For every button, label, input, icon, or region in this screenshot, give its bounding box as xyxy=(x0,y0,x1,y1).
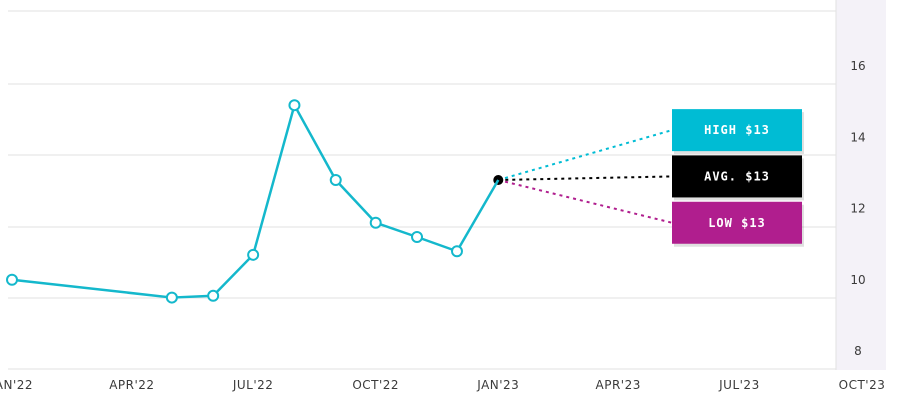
forecast-label-text-avg: AVG. $13 xyxy=(704,169,770,183)
gridlines xyxy=(8,0,837,370)
data-point xyxy=(207,289,220,302)
data-point xyxy=(411,231,424,243)
forecast-label-low xyxy=(672,201,802,244)
y-tick-label: 16 xyxy=(850,59,865,73)
forecast-line-low xyxy=(498,179,673,224)
forecast-line-high xyxy=(498,129,673,181)
data-point xyxy=(288,99,301,112)
series-line xyxy=(11,103,500,299)
data-point xyxy=(6,273,18,286)
y-tick-label: 8 xyxy=(854,344,862,358)
x-tick-label: JUL'22 xyxy=(232,378,274,392)
x-tick-label: OCT'22 xyxy=(352,378,399,392)
y-tick-label: 12 xyxy=(850,202,865,216)
price-series xyxy=(6,99,500,304)
forecast-label-text-low: LOW $13 xyxy=(708,216,766,230)
forecast-label-avg xyxy=(672,155,802,198)
data-point xyxy=(165,291,178,304)
data-point xyxy=(329,174,342,186)
x-tick-label: JAN'23 xyxy=(476,378,519,392)
data-point xyxy=(247,248,260,261)
forecast-line-avg xyxy=(498,175,673,181)
x-tick-label: OCT'23 xyxy=(839,378,886,392)
x-tick-label: APR'23 xyxy=(596,378,641,392)
x-tick-label: APR'22 xyxy=(109,378,154,392)
x-axis-ticks: JAN'22 APR'22 JUL'22 OCT'22 JAN'23 APR'23 JUL'… xyxy=(0,378,885,392)
forecast-label-high xyxy=(672,109,802,152)
data-point xyxy=(450,245,463,258)
y-tick-label: 14 xyxy=(850,130,865,144)
y-axis-panel xyxy=(836,0,886,370)
forecast-label-text-high: HIGH $13 xyxy=(704,123,770,137)
y-tick-label: 10 xyxy=(850,273,865,287)
x-tick-label: JAN'22 xyxy=(0,378,33,392)
data-point xyxy=(369,216,382,229)
forecast-labels: HIGH $13 AVG. $13 LOW $13 xyxy=(672,109,804,247)
x-tick-label: JUL'23 xyxy=(718,378,760,392)
forecast-lines xyxy=(493,129,673,224)
y-axis-ticks: 8 10 12 14 16 xyxy=(850,59,865,358)
